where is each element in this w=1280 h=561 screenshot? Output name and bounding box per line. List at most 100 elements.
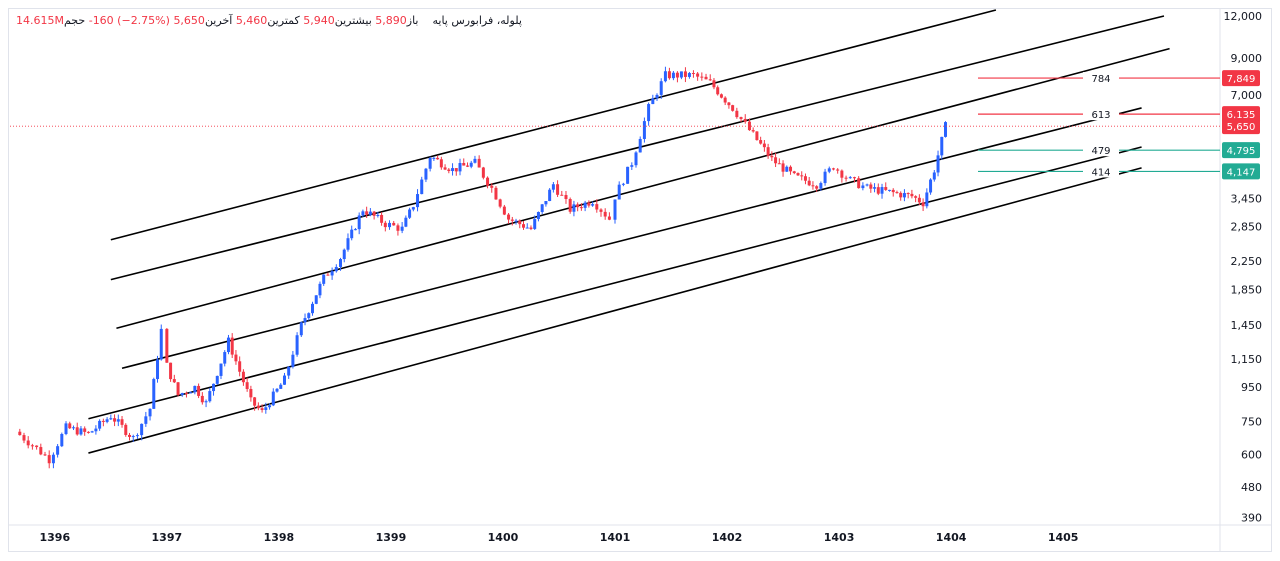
level-price-badge (1222, 70, 1260, 87)
candle-body (844, 177, 848, 179)
candle-body (238, 361, 242, 372)
candle-body (245, 382, 249, 390)
close-value: 5,650 (173, 14, 205, 27)
x-tick-label: 1400 (488, 531, 519, 544)
symbol-legend: پلوله، فرابورس پایه باز5,890 بیشترین5,94… (16, 14, 522, 27)
y-tick-label: 1,450 (1231, 319, 1263, 332)
candle-body (704, 76, 708, 80)
candle-body (560, 194, 564, 196)
candle-body (124, 424, 128, 435)
candle-body (762, 143, 766, 148)
candle-body (647, 104, 651, 122)
candle-body (279, 384, 283, 389)
candle-body (193, 385, 197, 393)
y-tick-label: 3,450 (1231, 192, 1263, 205)
y-tick-label: 1,150 (1231, 353, 1263, 366)
channel-line[interactable] (110, 9, 997, 241)
candle-body (176, 382, 180, 396)
candle-body (731, 105, 735, 111)
candle-body (840, 170, 844, 178)
candle-body (792, 171, 796, 174)
candle-body (568, 199, 572, 212)
x-tick-label: 1405 (1048, 531, 1079, 544)
candle-body (815, 186, 819, 189)
candle-body (642, 121, 646, 139)
open-value: 5,890 (375, 14, 407, 27)
candle-body (212, 383, 216, 392)
candle-body (944, 122, 948, 137)
candle-body (436, 157, 440, 160)
chart-frame[interactable] (8, 8, 1272, 552)
x-tick-label: 1401 (600, 531, 631, 544)
candle-body (936, 155, 940, 173)
candle-body (116, 419, 120, 422)
candle-body (322, 274, 326, 284)
candle-body (630, 165, 634, 167)
channel-line[interactable] (88, 167, 1142, 454)
candle-body (473, 158, 477, 163)
candle-body (831, 168, 835, 170)
candle-body (458, 163, 462, 172)
candle-body (189, 392, 193, 394)
candle-body (79, 428, 83, 435)
candle-body (346, 238, 350, 250)
candle-body (226, 337, 230, 353)
candle-body (739, 117, 743, 119)
last-price-badge-text: 5,650 (1227, 122, 1256, 133)
candle-body (564, 195, 568, 200)
candle-body (910, 193, 914, 197)
candle-body (184, 393, 188, 395)
candle-body (94, 428, 98, 432)
candle-body (595, 204, 599, 210)
candle-body (314, 295, 318, 304)
candle-body (679, 71, 683, 78)
channel-line[interactable] (116, 47, 1170, 330)
candle-body (26, 440, 30, 446)
candle-body (727, 102, 731, 106)
candle-body (556, 184, 560, 195)
candle-body (687, 73, 691, 77)
y-tick-label: 2,250 (1231, 255, 1263, 268)
candle-body (350, 229, 354, 239)
candle-body (876, 187, 880, 194)
level-label-bg (1083, 144, 1119, 157)
level-label: 479 (1091, 146, 1110, 157)
candle-body (691, 73, 695, 75)
candle-body (617, 184, 621, 200)
candle-body (339, 259, 343, 267)
x-tick-label: 1402 (712, 531, 743, 544)
candle-body (785, 166, 789, 172)
level-label-bg (1083, 165, 1119, 178)
low-value: 5,460 (235, 14, 268, 27)
candle-body (925, 192, 929, 207)
channel-line[interactable] (121, 107, 1142, 370)
candle-body (303, 318, 307, 323)
candle-body (490, 185, 494, 188)
price-axis: 12,000 9,000 7,000 3,450 2,850 2,250 1,850 1,45… (1224, 10, 1263, 524)
candle-body (400, 226, 404, 231)
candle-body (18, 431, 22, 436)
candle-body (353, 229, 357, 231)
change-value: -160 (−2.75%) (88, 14, 170, 27)
candle-body (599, 209, 603, 212)
symbol-name[interactable]: پلوله، فرابورس پایه (432, 14, 522, 27)
open-label: باز (406, 14, 419, 27)
candle-body (777, 163, 781, 165)
candle-body (451, 168, 455, 172)
level-label-bg (1083, 108, 1119, 121)
candle-body (253, 397, 257, 406)
candle-body (260, 408, 264, 410)
candle-body (264, 407, 268, 410)
candle-body (120, 419, 124, 425)
candle-body (603, 211, 607, 217)
channel-line[interactable] (110, 15, 1165, 281)
candle-body (30, 445, 34, 447)
candle-body (587, 202, 591, 206)
y-tick-label: 2,850 (1231, 220, 1263, 233)
channel-line[interactable] (88, 146, 1142, 420)
candle-body (447, 169, 451, 172)
candle-body (411, 207, 415, 210)
candle-body (215, 375, 219, 384)
candle-body (307, 313, 311, 319)
